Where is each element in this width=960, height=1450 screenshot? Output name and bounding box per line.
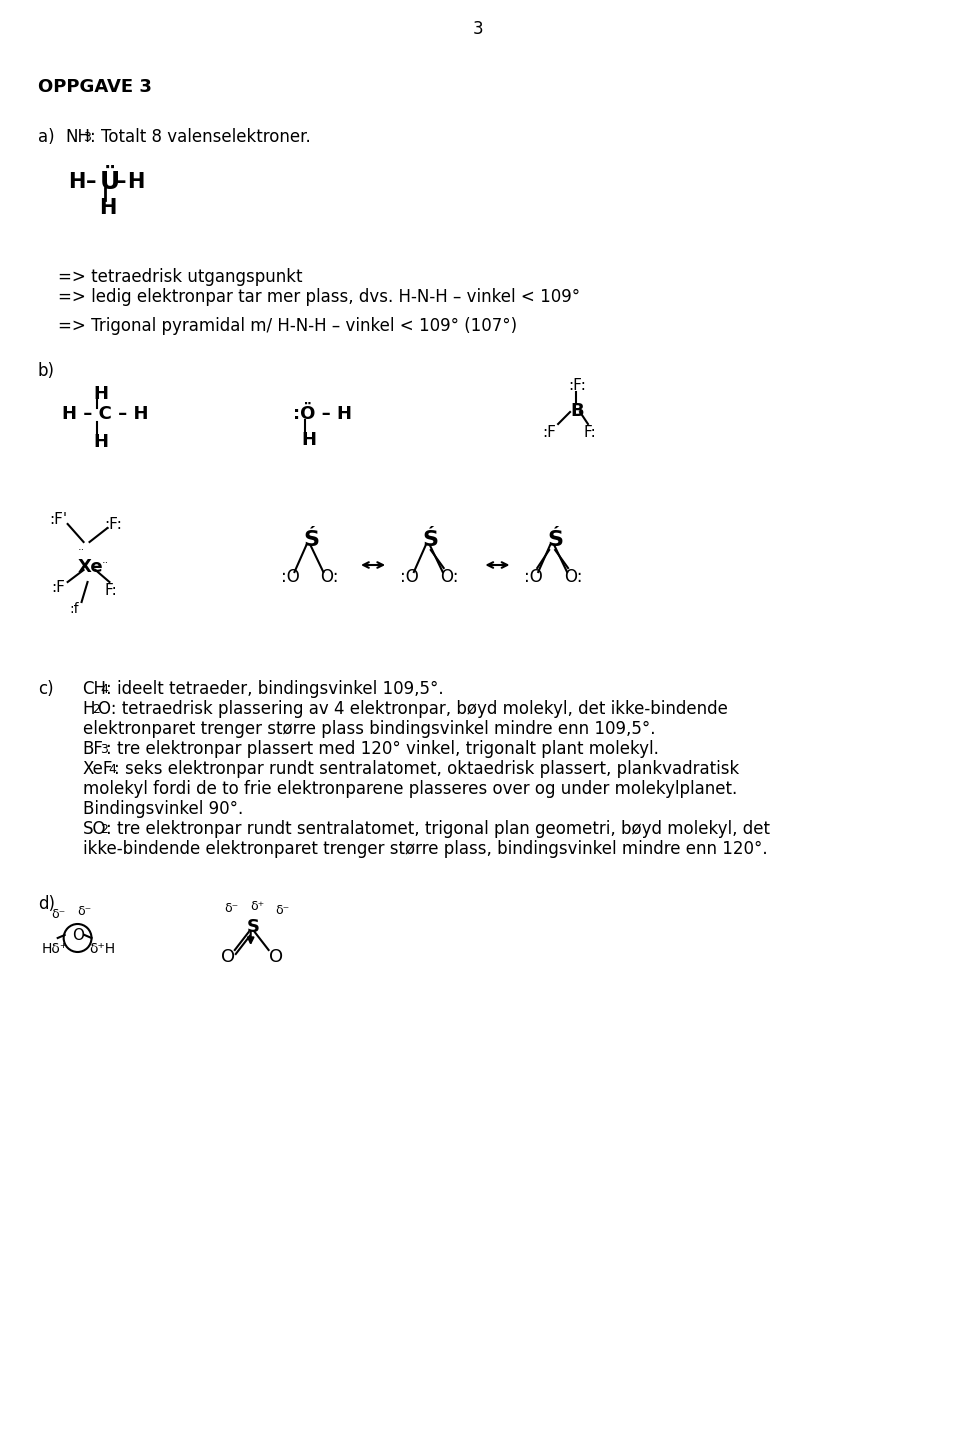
Text: –: – xyxy=(85,173,96,191)
Text: B: B xyxy=(570,402,584,420)
Text: O: O xyxy=(72,928,84,942)
Text: : Totalt 8 valenselektroner.: : Totalt 8 valenselektroner. xyxy=(89,128,310,146)
Text: d): d) xyxy=(37,895,55,914)
Text: => Trigonal pyramidal m/ H-N-H – vinkel < 109° (107°): => Trigonal pyramidal m/ H-N-H – vinkel … xyxy=(58,318,516,335)
Text: XeF: XeF xyxy=(83,760,113,779)
Text: O:: O: xyxy=(440,568,458,586)
Text: b): b) xyxy=(37,362,55,380)
Text: ikke-bindende elektronparet trenger større plass, bindingsvinkel mindre enn 120°: ikke-bindende elektronparet trenger stør… xyxy=(83,840,767,858)
Text: δ⁻: δ⁻ xyxy=(52,908,66,921)
Text: Ś: Ś xyxy=(303,531,320,550)
Text: F:: F: xyxy=(584,425,597,439)
Text: elektronparet trenger større plass bindingsvinkel mindre enn 109,5°.: elektronparet trenger større plass bindi… xyxy=(83,721,655,738)
Text: 3: 3 xyxy=(84,130,91,144)
Text: :F: :F xyxy=(52,580,65,594)
Text: F:: F: xyxy=(105,583,117,597)
Text: Xe: Xe xyxy=(78,558,104,576)
Text: c): c) xyxy=(37,680,54,697)
Text: δ⁺H: δ⁺H xyxy=(89,942,115,956)
Text: O:: O: xyxy=(321,568,339,586)
Text: 2: 2 xyxy=(92,703,101,716)
Text: : ideelt tetraeder, bindingsvinkel 109,5°.: : ideelt tetraeder, bindingsvinkel 109,5… xyxy=(107,680,444,697)
Text: δ⁻: δ⁻ xyxy=(78,905,92,918)
Text: => tetraedrisk utgangspunkt: => tetraedrisk utgangspunkt xyxy=(58,268,302,286)
Text: Ü: Ü xyxy=(100,170,120,194)
Text: CH: CH xyxy=(83,680,107,697)
Text: δ⁻: δ⁻ xyxy=(276,903,290,916)
Text: H: H xyxy=(67,173,85,191)
Text: 3: 3 xyxy=(472,20,483,38)
Text: H: H xyxy=(128,173,145,191)
Text: BF: BF xyxy=(83,740,104,758)
Text: : tre elektronpar rundt sentralatomet, trigonal plan geometri, bøyd molekyl, det: : tre elektronpar rundt sentralatomet, t… xyxy=(107,821,771,838)
Text: Ś: Ś xyxy=(547,531,564,550)
Text: OPPGAVE 3: OPPGAVE 3 xyxy=(37,78,152,96)
Text: –: – xyxy=(115,173,126,191)
Text: 2: 2 xyxy=(101,824,108,837)
Text: NH: NH xyxy=(65,128,90,146)
Text: O: tetraedrisk plassering av 4 elektronpar, bøyd molekyl, det ikke-bindende: O: tetraedrisk plassering av 4 elektronp… xyxy=(99,700,729,718)
Text: Hδ⁺: Hδ⁺ xyxy=(42,942,68,956)
Text: O:: O: xyxy=(564,568,583,586)
Text: O: O xyxy=(269,948,283,966)
Text: :O: :O xyxy=(524,568,543,586)
Text: Ś: Ś xyxy=(422,531,439,550)
Text: S: S xyxy=(247,918,260,937)
Text: :F:: :F: xyxy=(105,518,122,532)
Text: 3: 3 xyxy=(101,742,108,755)
Text: :O: :O xyxy=(400,568,419,586)
Text: : seks elektronpar rundt sentralatomet, oktaedrisk plassert, plankvadratisk: : seks elektronpar rundt sentralatomet, … xyxy=(114,760,739,779)
Text: molekyl fordi de to frie elektronparene plasseres over og under molekylplanet.: molekyl fordi de to frie elektronparene … xyxy=(83,780,737,798)
Text: 4: 4 xyxy=(101,683,108,696)
Text: Bindingsvinkel 90°.: Bindingsvinkel 90°. xyxy=(83,800,243,818)
Text: :O: :O xyxy=(280,568,300,586)
Text: :f: :f xyxy=(70,602,80,616)
Text: SO: SO xyxy=(83,821,106,838)
Text: H: H xyxy=(93,434,108,451)
Text: H: H xyxy=(83,700,95,718)
Text: :F: :F xyxy=(542,425,556,439)
Text: :F': :F' xyxy=(50,512,68,526)
Text: O: O xyxy=(221,948,235,966)
Text: :Ö – H: :Ö – H xyxy=(294,405,352,423)
Text: δ⁻: δ⁻ xyxy=(224,902,238,915)
Text: :F:: :F: xyxy=(568,378,586,393)
Text: H – C – H: H – C – H xyxy=(61,405,148,423)
Text: δ⁺: δ⁺ xyxy=(251,900,265,914)
Text: => ledig elektronpar tar mer plass, dvs. H-N-H – vinkel < 109°: => ledig elektronpar tar mer plass, dvs.… xyxy=(58,289,580,306)
Text: H: H xyxy=(301,431,317,450)
Text: H: H xyxy=(100,199,117,217)
Text: ··: ·· xyxy=(78,545,84,555)
Text: : tre elektronpar plassert med 120° vinkel, trigonalt plant molekyl.: : tre elektronpar plassert med 120° vink… xyxy=(107,740,660,758)
Text: 4: 4 xyxy=(108,763,116,776)
Text: H: H xyxy=(93,386,108,403)
Text: a): a) xyxy=(37,128,55,146)
Text: ··: ·· xyxy=(102,558,108,568)
